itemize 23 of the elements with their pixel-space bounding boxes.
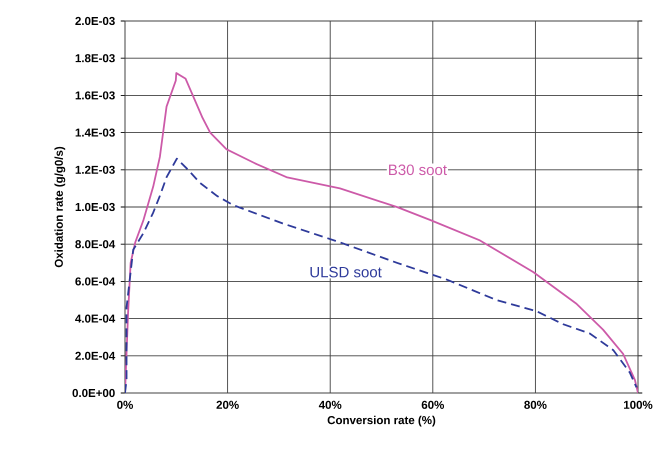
line-series xyxy=(125,72,638,393)
x-axis-title: Conversion rate (%) xyxy=(328,416,436,426)
x-tick-label: 80% xyxy=(524,400,547,409)
line-series xyxy=(125,158,638,393)
x-tick-label: 20% xyxy=(216,400,239,409)
x-tick-label: 60% xyxy=(422,400,444,409)
y-tick-label: 8.0E-04 xyxy=(75,240,116,248)
y-tick-label: 6.0E-04 xyxy=(75,277,116,286)
y-tick-label: 1.0E-03 xyxy=(76,202,115,212)
x-tick-label: 0% xyxy=(117,400,134,409)
x-tick-label: 40% xyxy=(318,400,342,409)
y-tick-label: 2.0E-03 xyxy=(75,16,115,26)
y-tick-label: 1.4E-03 xyxy=(76,128,115,137)
y-tick-label: 0.0E+00 xyxy=(72,388,115,398)
x-tick-label: 100% xyxy=(624,400,652,409)
y-tick-label: 2.0E-04 xyxy=(75,352,116,360)
series-label: B30 soot xyxy=(389,164,447,176)
y-tick-label: 1.6E-03 xyxy=(76,91,115,100)
y-tick-label: 1.8E-03 xyxy=(76,54,115,62)
series-label: ULSD soot xyxy=(310,266,382,278)
y-axis-title: Oxidation rate (g/g0/s) xyxy=(54,146,66,268)
y-tick-label: 1.2E-03 xyxy=(76,166,115,174)
y-tick-label: 4.0E-04 xyxy=(75,314,116,323)
